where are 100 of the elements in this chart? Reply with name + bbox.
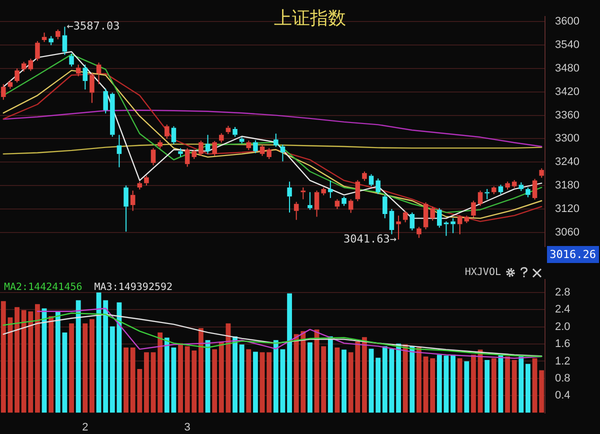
- candlestick: [239, 136, 244, 144]
- bar: [273, 340, 278, 413]
- candlestick: [328, 180, 333, 199]
- bar: [450, 354, 456, 413]
- bar: [410, 346, 415, 413]
- bar: [471, 354, 476, 413]
- bar: [402, 344, 408, 413]
- bar: [246, 349, 252, 413]
- candlestick: [246, 140, 252, 151]
- candlestick: [308, 192, 312, 210]
- bar: [376, 358, 381, 413]
- candlestick: [274, 133, 278, 148]
- bar: [55, 311, 60, 413]
- candlestick: [184, 148, 190, 168]
- bar: [512, 360, 517, 413]
- candlestick: [389, 208, 394, 235]
- y-tick-label: 3240: [555, 156, 580, 168]
- candlestick: [376, 178, 380, 195]
- bar: [14, 307, 20, 413]
- y-tick-label: 3600: [555, 16, 580, 28]
- y-tick-label: 0.8: [555, 372, 570, 384]
- y-tick-label: 2.0: [555, 320, 570, 333]
- bar: [416, 347, 422, 413]
- candlestick: [300, 186, 306, 200]
- candlestick: [478, 190, 483, 206]
- candlestick: [198, 140, 204, 156]
- candlestick: [471, 200, 476, 218]
- bar: [35, 304, 40, 413]
- y-tick-label: 3480: [555, 62, 580, 75]
- candlestick: [110, 92, 115, 138]
- candlestick: [178, 148, 183, 158]
- candlestick: [382, 194, 388, 219]
- chart-title: 上证指数: [273, 7, 347, 30]
- candlestick: [368, 174, 374, 187]
- candlestick: [144, 175, 149, 186]
- bar: [430, 358, 436, 413]
- candlestick: [484, 188, 490, 200]
- bar: [239, 344, 244, 413]
- candlestick: [82, 64, 88, 90]
- candlestick: [450, 218, 456, 234]
- y-tick-label: 3420: [555, 86, 580, 98]
- candlestick: [266, 148, 272, 160]
- candlestick: [69, 53, 74, 68]
- candlestick: [444, 220, 449, 236]
- candlestick: [42, 32, 47, 42]
- bar: [368, 348, 374, 413]
- candlestick: [124, 185, 128, 232]
- bar: [218, 341, 224, 413]
- bar: [308, 342, 312, 413]
- y-tick-label: 3180: [555, 180, 580, 192]
- y-tick-label: 2.4: [555, 304, 570, 316]
- bar: [362, 337, 367, 413]
- bar: [90, 319, 94, 413]
- bar: [423, 356, 428, 413]
- annotation: 3041.63→: [344, 232, 397, 246]
- candlestick: [321, 186, 326, 196]
- candlestick: [212, 140, 217, 156]
- candlestick: [130, 190, 136, 212]
- candlestick: [410, 212, 415, 231]
- bar: [150, 352, 156, 413]
- bar: [62, 332, 68, 413]
- candlestick: [232, 126, 238, 138]
- candlestick: [192, 149, 197, 160]
- candlestick: [492, 186, 496, 195]
- y-tick-label: 3060: [555, 226, 580, 238]
- bar: [396, 344, 401, 413]
- text: HXJVOL: [464, 267, 501, 278]
- candlestick: [35, 40, 40, 62]
- bar: [69, 323, 74, 413]
- candlestick: [464, 215, 470, 224]
- bar: [171, 347, 176, 413]
- bar: [436, 354, 442, 413]
- y-tick-label: 2.8: [555, 286, 570, 299]
- candlestick: [62, 26, 68, 56]
- y-tick-label: 3120: [555, 202, 580, 215]
- bar: [342, 350, 346, 413]
- annotation: ←3587.03: [66, 20, 120, 33]
- candlestick: [28, 58, 34, 72]
- candlestick: [48, 36, 54, 46]
- y-tick-label: 3300: [555, 132, 580, 145]
- bar: [389, 348, 394, 413]
- candlestick: [103, 88, 108, 114]
- text: MA3:149392592: [94, 282, 173, 294]
- candlestick: [505, 181, 510, 190]
- candlestick: [342, 196, 346, 206]
- bar: [457, 358, 462, 413]
- y-tick-label: 0.4: [555, 390, 570, 402]
- candlestick: [396, 215, 401, 240]
- candlestick: [1, 84, 6, 100]
- candlestick: [137, 181, 142, 190]
- bar: [321, 346, 326, 413]
- candlestick: [362, 170, 367, 182]
- candlestick: [437, 208, 442, 228]
- text: MA2:144241456: [4, 282, 82, 294]
- bar: [158, 332, 163, 413]
- bar: [491, 358, 496, 413]
- bar: [212, 349, 218, 413]
- bar: [82, 323, 88, 413]
- bar: [526, 364, 530, 413]
- bar: [505, 356, 510, 413]
